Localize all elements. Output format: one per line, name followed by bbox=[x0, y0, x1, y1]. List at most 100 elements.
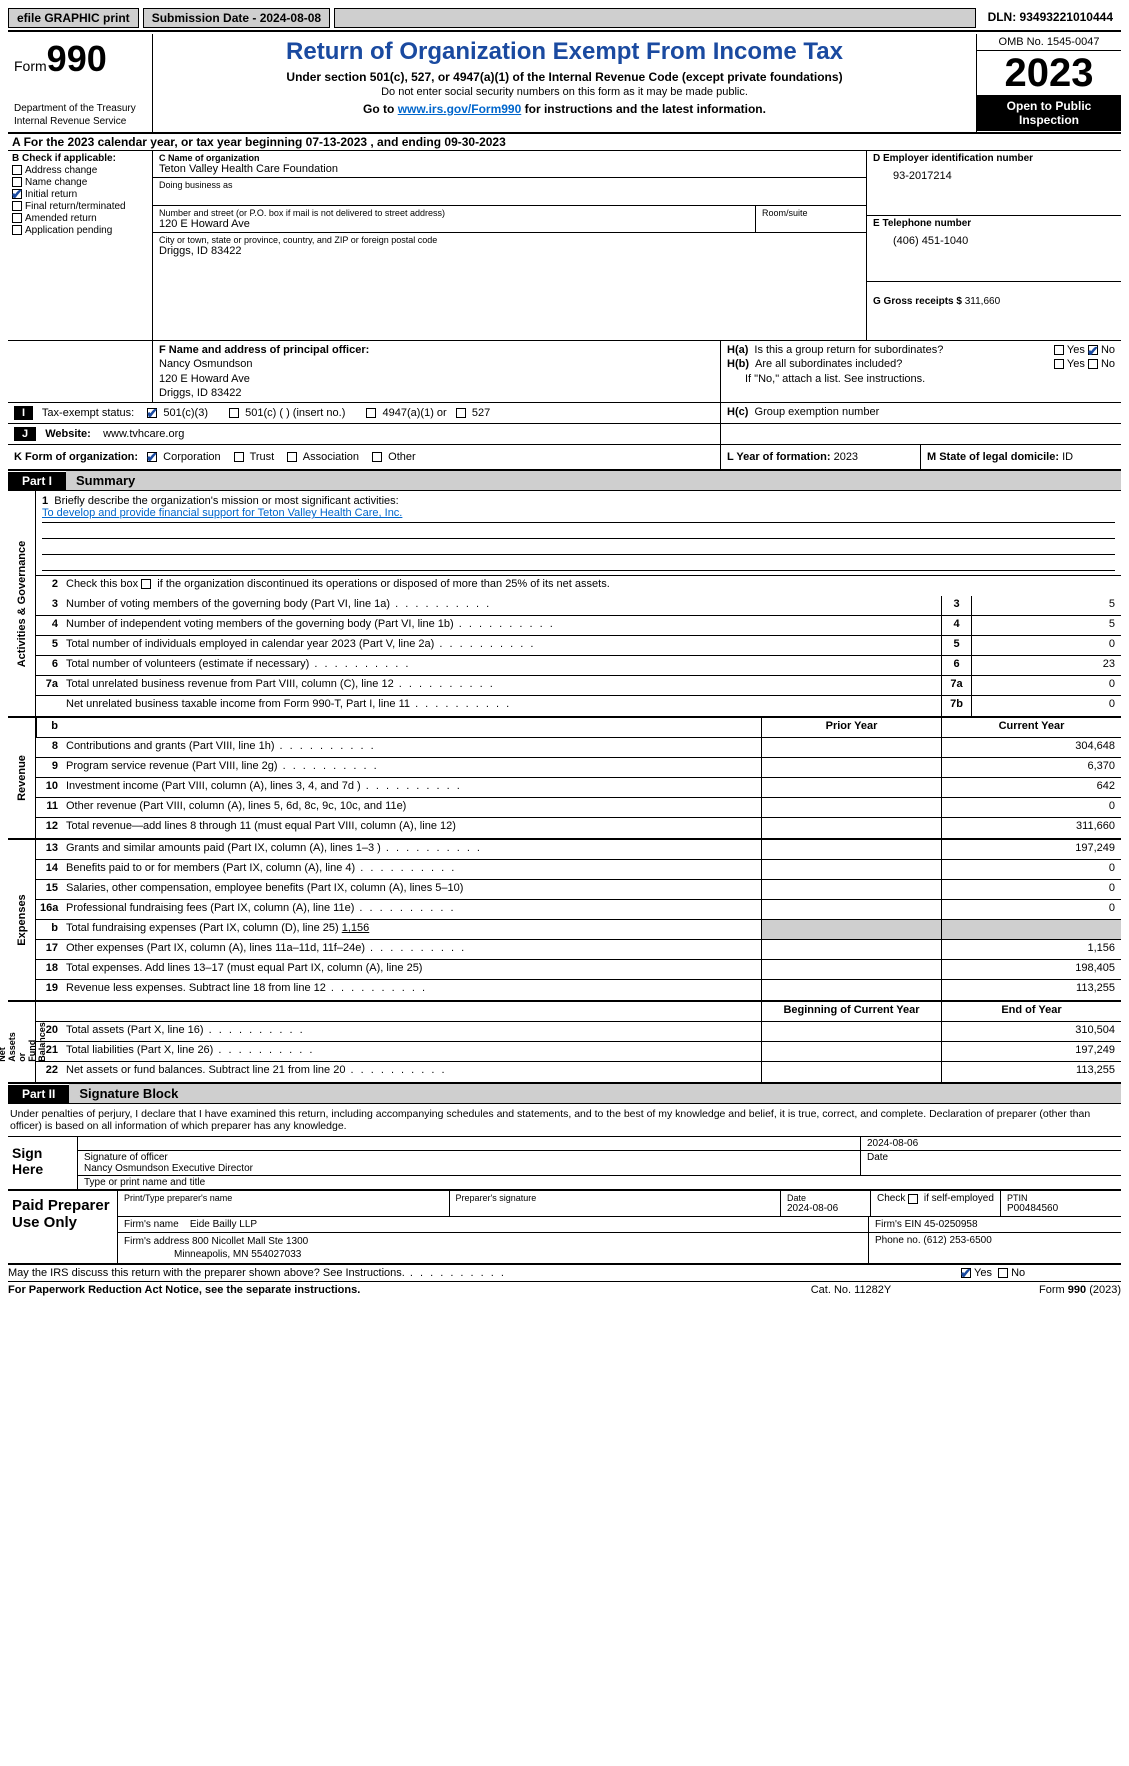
discuss-yes[interactable] bbox=[961, 1268, 971, 1278]
efile-print-button[interactable]: efile GRAPHIC print bbox=[8, 8, 139, 28]
col-begin: Beginning of Current Year bbox=[761, 1002, 941, 1021]
val-21: 197,249 bbox=[941, 1042, 1121, 1061]
chk-address-change[interactable] bbox=[12, 165, 22, 175]
sign-here-block: Sign Here 2024-08-06 Signature of office… bbox=[8, 1137, 1121, 1191]
chk-527[interactable] bbox=[456, 408, 466, 418]
tax-year-range: A For the 2023 calendar year, or tax yea… bbox=[8, 134, 1121, 151]
subtitle-2: Do not enter social security numbers on … bbox=[163, 86, 966, 98]
chk-discontinued[interactable] bbox=[141, 579, 151, 589]
val-3: 5 bbox=[971, 596, 1121, 615]
cat-no: Cat. No. 11282Y bbox=[761, 1284, 941, 1296]
val-15: 0 bbox=[941, 880, 1121, 899]
street-row: Number and street (or P.O. box if mail i… bbox=[153, 206, 866, 232]
ha-no[interactable] bbox=[1088, 345, 1098, 355]
chk-other[interactable] bbox=[372, 452, 382, 462]
col-end: End of Year bbox=[941, 1002, 1121, 1021]
hc-label: Group exemption number bbox=[755, 406, 880, 418]
omb-number: OMB No. 1545-0047 bbox=[977, 34, 1121, 51]
officer-city: Driggs, ID 83422 bbox=[159, 386, 714, 400]
ha-row: H(a) Is this a group return for subordin… bbox=[727, 343, 1115, 357]
tax-year: 2023 bbox=[977, 51, 1121, 95]
hb-row: H(b) Are all subordinates included? Yes … bbox=[727, 357, 1115, 371]
type-name-label: Type or print name and title bbox=[78, 1176, 1121, 1189]
paperwork-notice: For Paperwork Reduction Act Notice, see … bbox=[8, 1284, 761, 1296]
chk-4947[interactable] bbox=[366, 408, 376, 418]
chk-trust[interactable] bbox=[234, 452, 244, 462]
chk-501c[interactable] bbox=[229, 408, 239, 418]
val-11: 0 bbox=[941, 798, 1121, 817]
dept-treasury: Department of the Treasury Internal Reve… bbox=[14, 102, 146, 128]
tab-j: J bbox=[14, 427, 36, 441]
chk-initial-return[interactable] bbox=[12, 189, 22, 199]
hb-no[interactable] bbox=[1088, 359, 1098, 369]
officer-street: 120 E Howard Ave bbox=[159, 372, 714, 386]
efile-topbar: efile GRAPHIC print Submission Date - 20… bbox=[8, 8, 1121, 32]
part1-title: Summary bbox=[66, 471, 1121, 490]
mission-block: 1 Briefly describe the organization's mi… bbox=[36, 491, 1121, 576]
chk-final-return[interactable] bbox=[12, 201, 22, 211]
chk-app-pending[interactable] bbox=[12, 225, 22, 235]
val-17: 1,156 bbox=[941, 940, 1121, 959]
chk-self-employed[interactable] bbox=[908, 1194, 918, 1204]
perjury-statement: Under penalties of perjury, I declare th… bbox=[8, 1104, 1121, 1137]
dln: DLN: 93493221010444 bbox=[980, 8, 1121, 28]
col-current: Current Year bbox=[941, 718, 1121, 737]
subtitle-1: Under section 501(c), 527, or 4947(a)(1)… bbox=[163, 70, 966, 84]
part1-header: Part I Summary bbox=[8, 471, 1121, 491]
rev-section: Revenue bPrior YearCurrent Year 8Contrib… bbox=[8, 718, 1121, 840]
discuss-no[interactable] bbox=[998, 1268, 1008, 1278]
val-19: 113,255 bbox=[941, 980, 1121, 1000]
firm-name: Eide Bailly LLP bbox=[190, 1219, 257, 1230]
subtitle-3: Go to www.irs.gov/Form990 for instructio… bbox=[163, 102, 966, 116]
klm-row: K Form of organization: Corporation Trus… bbox=[8, 445, 1121, 471]
tab-i: I bbox=[14, 406, 33, 420]
sign-date: 2024-08-06 bbox=[861, 1137, 1121, 1150]
form-number: Form990 bbox=[14, 38, 146, 80]
hb-note: If "No," attach a list. See instructions… bbox=[727, 372, 1115, 386]
firm-addr1: 800 Nicollet Mall Ste 1300 bbox=[192, 1236, 308, 1247]
val-14: 0 bbox=[941, 860, 1121, 879]
form-title: Return of Organization Exempt From Incom… bbox=[163, 38, 966, 66]
val-7b: 0 bbox=[971, 696, 1121, 716]
website-row: J Website: www.tvhcare.org bbox=[8, 424, 1121, 445]
officer-name: Nancy Osmundson bbox=[159, 357, 714, 371]
chk-corp[interactable] bbox=[147, 452, 157, 462]
preparer-label: Paid Preparer Use Only bbox=[8, 1191, 118, 1263]
net-section: Net Assets or Fund Balances Beginning of… bbox=[8, 1002, 1121, 1084]
val-5: 0 bbox=[971, 636, 1121, 655]
part1-tab: Part I bbox=[8, 472, 66, 490]
val-9: 6,370 bbox=[941, 758, 1121, 777]
prep-date: 2024-08-06 bbox=[787, 1203, 838, 1214]
ein-row: D Employer identification number 93-2017… bbox=[867, 151, 1121, 216]
chk-amended[interactable] bbox=[12, 213, 22, 223]
mission-text: To develop and provide financial support… bbox=[42, 507, 1115, 523]
ha-yes[interactable] bbox=[1054, 345, 1064, 355]
val-20: 310,504 bbox=[941, 1022, 1121, 1041]
org-name-row: C Name of organization Teton Valley Heal… bbox=[153, 151, 866, 178]
gross-receipts-row: G Gross receipts $ 311,660 bbox=[867, 282, 1121, 340]
firm-ein: 45-0250958 bbox=[924, 1219, 977, 1230]
chk-501c3[interactable] bbox=[147, 408, 157, 418]
preparer-block: Paid Preparer Use Only Print/Type prepar… bbox=[8, 1191, 1121, 1265]
open-inspection: Open to Public Inspection bbox=[977, 95, 1121, 131]
b-label: B Check if applicable: bbox=[12, 153, 116, 164]
sign-here-label: Sign Here bbox=[8, 1137, 78, 1189]
submission-date: Submission Date - 2024-08-08 bbox=[143, 8, 330, 28]
vlabel-gov: Activities & Governance bbox=[16, 540, 28, 667]
chk-assoc[interactable] bbox=[287, 452, 297, 462]
val-6: 23 bbox=[971, 656, 1121, 675]
val-8: 304,648 bbox=[941, 738, 1121, 757]
vlabel-rev: Revenue bbox=[16, 755, 28, 801]
website-url: www.tvhcare.org bbox=[103, 428, 184, 440]
sig-label: Signature of officer bbox=[84, 1152, 854, 1163]
dba-row: Doing business as bbox=[153, 178, 866, 206]
val-7a: 0 bbox=[971, 676, 1121, 695]
irs-link[interactable]: www.irs.gov/Form990 bbox=[398, 102, 522, 116]
f-label: F Name and address of principal officer: bbox=[159, 344, 369, 356]
val-16a: 0 bbox=[941, 900, 1121, 919]
vlabel-net: Net Assets or Fund Balances bbox=[0, 1022, 47, 1062]
tax-status-row: I Tax-exempt status: 501(c)(3) 501(c) ( … bbox=[8, 403, 1121, 424]
hb-yes[interactable] bbox=[1054, 359, 1064, 369]
identity-block: B Check if applicable: Address change Na… bbox=[8, 151, 1121, 341]
form-header: Form990 Department of the Treasury Inter… bbox=[8, 34, 1121, 134]
